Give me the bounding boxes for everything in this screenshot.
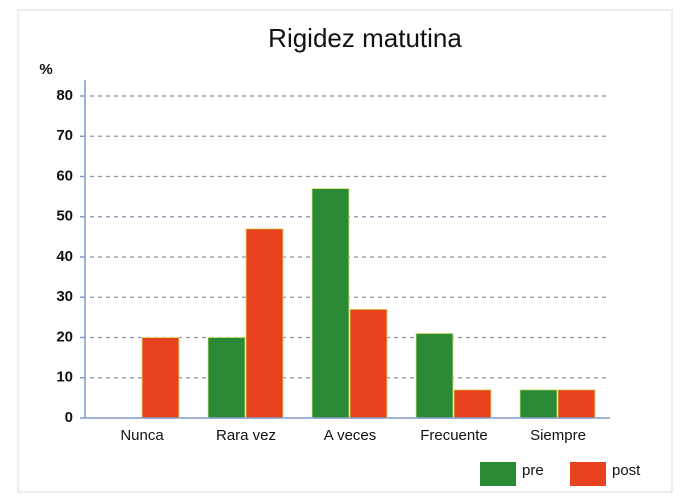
bar bbox=[245, 228, 284, 419]
y-axis-label: % bbox=[39, 61, 52, 78]
y-tick-label: 20 bbox=[56, 328, 73, 345]
y-tick-label: 50 bbox=[56, 208, 73, 225]
y-tick-label: 60 bbox=[56, 167, 73, 184]
x-tick-label: A veces bbox=[324, 427, 377, 444]
y-tick-label: 70 bbox=[56, 127, 73, 144]
bar bbox=[311, 188, 350, 419]
x-tick-label: Nunca bbox=[120, 427, 164, 444]
chart-title: Rigidez matutina bbox=[268, 23, 462, 53]
bar bbox=[141, 337, 180, 419]
legend-label: post bbox=[612, 462, 641, 479]
bar bbox=[349, 308, 388, 419]
legend-label: pre bbox=[522, 462, 544, 479]
y-tick-label: 10 bbox=[56, 369, 73, 386]
y-tick-label: 30 bbox=[56, 288, 73, 305]
x-tick-label: Frecuente bbox=[420, 427, 488, 444]
x-tick-label: Siempre bbox=[530, 427, 586, 444]
bar bbox=[519, 389, 558, 419]
legend-swatch bbox=[570, 462, 606, 486]
bar bbox=[207, 337, 246, 419]
bar bbox=[453, 389, 492, 419]
x-tick-label: Rara vez bbox=[216, 427, 276, 444]
y-tick-label: 0 bbox=[65, 409, 73, 426]
bar bbox=[415, 333, 454, 419]
legend-swatch bbox=[480, 462, 516, 486]
y-tick-label: 80 bbox=[56, 87, 73, 104]
y-tick-label: 40 bbox=[56, 248, 73, 265]
bar bbox=[557, 389, 596, 419]
